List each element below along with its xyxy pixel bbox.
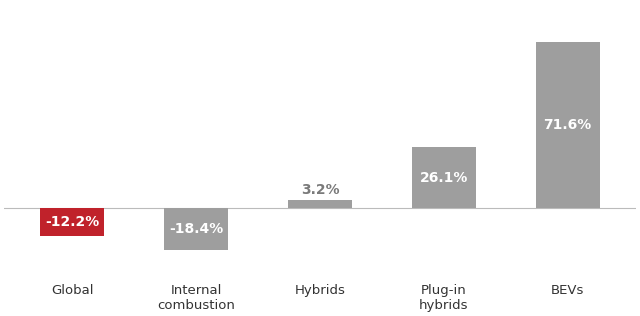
Text: -12.2%: -12.2% bbox=[45, 215, 99, 229]
Bar bbox=[288, 200, 352, 208]
Bar bbox=[40, 208, 104, 236]
Bar bbox=[412, 148, 476, 208]
Text: 3.2%: 3.2% bbox=[301, 183, 339, 197]
Bar bbox=[536, 42, 600, 208]
Text: -18.4%: -18.4% bbox=[169, 222, 223, 236]
Text: 71.6%: 71.6% bbox=[543, 118, 592, 132]
Text: 26.1%: 26.1% bbox=[420, 171, 468, 185]
Bar bbox=[164, 208, 228, 251]
